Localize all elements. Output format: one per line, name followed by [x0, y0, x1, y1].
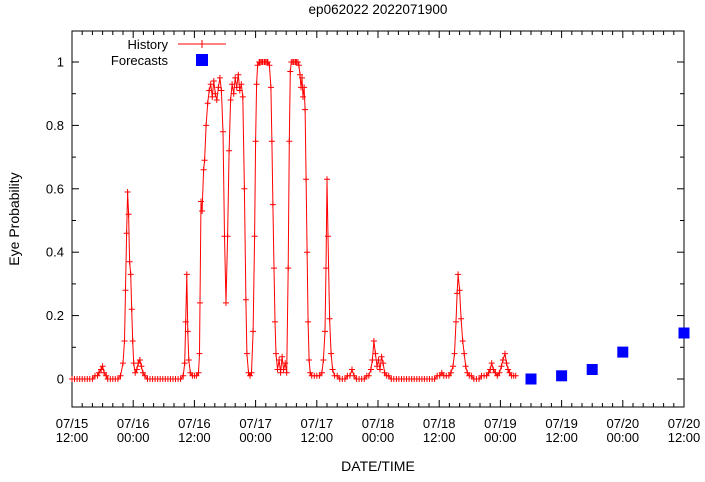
svg-text:00:00: 00:00	[117, 430, 150, 445]
history-line-plus-icon	[178, 40, 226, 48]
svg-text:07/20: 07/20	[668, 416, 701, 431]
legend-item-history: History	[72, 36, 228, 52]
forecast-square-icon	[196, 54, 208, 66]
svg-text:07/15: 07/15	[56, 416, 89, 431]
y-axis-tick-labels: 0 0.2 0.4 0.6 0.8 1	[46, 55, 64, 387]
y-axis-ticks	[72, 61, 684, 380]
svg-text:1: 1	[57, 55, 64, 70]
svg-text:12:00: 12:00	[178, 430, 211, 445]
svg-text:07/19: 07/19	[545, 416, 578, 431]
svg-text:07/18: 07/18	[362, 416, 395, 431]
legend-label-history: History	[127, 36, 168, 52]
x-axis-tick-labels: 07/1512:0007/1600:0007/1612:0007/1700:00…	[56, 416, 701, 445]
history-series	[69, 59, 519, 382]
svg-text:0.6: 0.6	[46, 181, 64, 196]
svg-text:00:00: 00:00	[484, 430, 517, 445]
svg-text:0: 0	[57, 372, 64, 387]
plot-border	[71, 30, 685, 408]
svg-text:07/16: 07/16	[178, 416, 211, 431]
legend: History Forecasts	[72, 36, 228, 68]
forecast-series	[525, 327, 690, 385]
legend-label-forecasts: Forecasts	[110, 52, 168, 68]
svg-text:07/18: 07/18	[423, 416, 456, 431]
svg-text:12:00: 12:00	[545, 430, 578, 445]
svg-text:00:00: 00:00	[362, 430, 395, 445]
svg-text:12:00: 12:00	[423, 430, 456, 445]
svg-text:07/19: 07/19	[484, 416, 517, 431]
svg-text:07/17: 07/17	[301, 416, 334, 431]
svg-text:00:00: 00:00	[239, 430, 272, 445]
svg-text:0.4: 0.4	[46, 245, 64, 260]
svg-text:12:00: 12:00	[668, 430, 701, 445]
svg-text:0.8: 0.8	[46, 118, 64, 133]
x-axis-label: DATE/TIME	[341, 458, 415, 474]
svg-text:07/17: 07/17	[239, 416, 272, 431]
chart-title: ep062022 2022071900	[308, 2, 448, 17]
x-axis-ticks	[71, 31, 685, 407]
svg-text:07/16: 07/16	[117, 416, 150, 431]
svg-text:00:00: 00:00	[607, 430, 640, 445]
svg-text:12:00: 12:00	[56, 430, 89, 445]
svg-text:12:00: 12:00	[301, 430, 334, 445]
legend-item-forecasts: Forecasts	[72, 52, 228, 68]
svg-text:07/20: 07/20	[607, 416, 640, 431]
svg-text:0.2: 0.2	[46, 308, 64, 323]
